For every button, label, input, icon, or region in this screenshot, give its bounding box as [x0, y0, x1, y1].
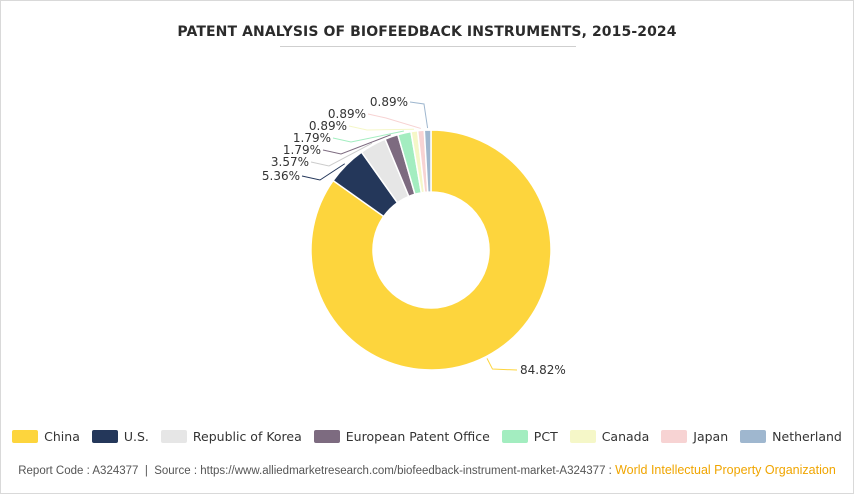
legend-item-republic-of-korea[interactable]: Republic of Korea [160, 429, 302, 444]
legend-item-pct[interactable]: PCT [501, 429, 558, 444]
slice-netherland[interactable] [423, 129, 432, 193]
data-labels: 84.82%5.36%3.57%1.79%1.79%0.89%0.89%0.89… [262, 95, 566, 377]
legend-item-european-patent-office[interactable]: European Patent Office [313, 429, 490, 444]
legend-label: PCT [533, 429, 558, 444]
data-label-pct: 1.79% [293, 131, 331, 145]
legend-label: China [44, 429, 80, 444]
report-code: Report Code : A324377 [18, 465, 139, 477]
legend-label: Japan [693, 429, 729, 444]
slice-china[interactable] [310, 129, 552, 371]
data-label-european-patent-office: 1.79% [283, 143, 321, 157]
leader-line-netherland [409, 101, 429, 129]
legend-swatch [313, 430, 340, 443]
legend-item-china[interactable]: China [12, 429, 80, 444]
legend-swatch [91, 430, 118, 443]
data-label-republic-of-korea: 3.57% [271, 155, 309, 169]
legend-swatch [661, 430, 688, 443]
legend-item-u-s[interactable]: U.S. [91, 429, 149, 444]
leader-line-republic-of-korea [310, 142, 373, 167]
data-label-china: 84.82% [520, 363, 566, 377]
leader-line-u-s [301, 163, 346, 181]
legend-item-canada[interactable]: Canada [569, 429, 650, 444]
chart-title: PATENT ANALYSIS OF BIOFEEDBACK INSTRUMEN… [177, 24, 677, 40]
legend-label: European Patent Office [345, 429, 490, 444]
leader-line-european-patent-office [322, 134, 391, 155]
data-label-japan: 0.89% [328, 107, 366, 121]
data-label-u-s: 5.36% [262, 169, 300, 183]
donut-slices [310, 129, 552, 371]
leader-line-china [486, 358, 518, 371]
data-label-netherland: 0.89% [370, 95, 408, 109]
legend-swatch [501, 430, 528, 443]
legend-swatch [569, 430, 596, 443]
legend-label: Netherland [772, 429, 842, 444]
footer: Report Code : A324377 | Source : https:/… [0, 463, 854, 477]
legend-item-netherland[interactable]: Netherland [740, 429, 842, 444]
legend-label: U.S. [123, 429, 149, 444]
leader-line-japan [367, 113, 421, 129]
leader-line-pct [332, 130, 405, 143]
title-divider [280, 46, 576, 47]
legend-item-japan[interactable]: Japan [661, 429, 728, 444]
footer-separator: | [144, 465, 148, 477]
donut-chart: 84.82%5.36%3.57%1.79%1.79%0.89%0.89%0.89… [262, 95, 566, 377]
legend-swatch [740, 430, 767, 443]
source-url: Source : https://www.alliedmarketresearc… [154, 465, 612, 477]
label-leader-lines [301, 101, 518, 371]
leader-line-canada [348, 125, 415, 131]
legend-swatch [12, 430, 39, 443]
legend-swatch [160, 430, 187, 443]
legend-label: Canada [601, 429, 650, 444]
legend-label: Republic of Korea [192, 429, 302, 444]
source-organization: World Intellectual Property Organization [615, 463, 836, 477]
chart-legend: China U.S. Republic of Korea European Paten… [0, 429, 854, 444]
data-label-canada: 0.89% [309, 119, 347, 133]
